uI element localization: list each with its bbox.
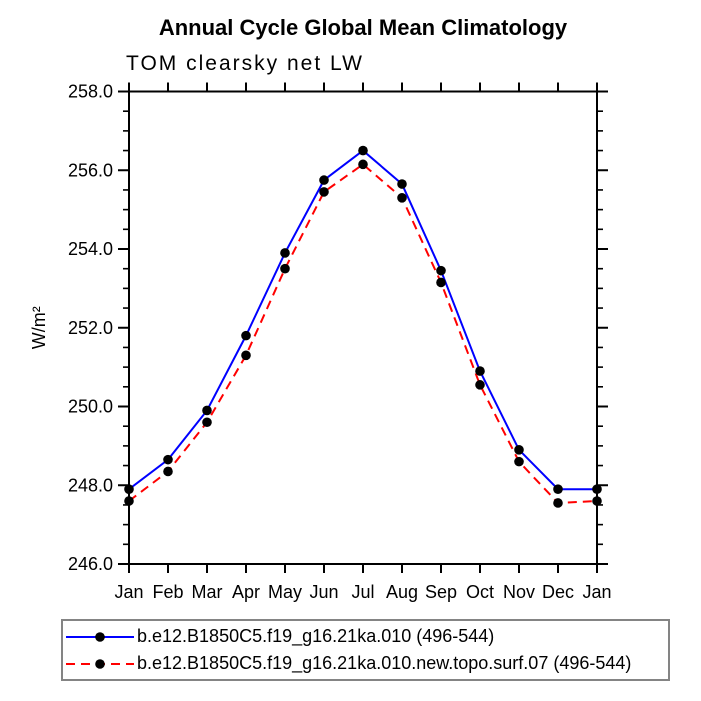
data-point-marker [592, 484, 602, 494]
data-point-marker [319, 175, 329, 185]
y-tick-label: 254.0 [68, 239, 113, 259]
data-point-marker [553, 484, 563, 494]
x-tick-label: Sep [425, 582, 457, 602]
data-point-marker [319, 187, 329, 197]
legend-marker-icon [95, 631, 105, 642]
x-tick-label: May [268, 582, 302, 602]
legend-solid-line-sample [66, 631, 134, 642]
x-tick-label: Aug [386, 582, 418, 602]
series-line-1 [128, 163, 598, 504]
legend-item-1: b.e12.B1850C5.f19_g16.21ka.010.new.topo.… [63, 650, 668, 677]
y-tick-label: 246.0 [68, 554, 113, 574]
x-tick-label: Jan [114, 582, 143, 602]
legend-label: b.e12.B1850C5.f19_g16.21ka.010.new.topo.… [137, 653, 632, 673]
legend-marker-icon [95, 658, 105, 669]
data-point-marker [241, 330, 251, 341]
x-tick-label: Jul [351, 582, 374, 602]
data-point-marker [358, 145, 368, 156]
data-point-marker [514, 445, 524, 455]
data-point-marker [436, 265, 446, 276]
y-tick-label: 256.0 [68, 160, 113, 180]
data-point-marker [163, 454, 173, 465]
data-point-marker [241, 350, 251, 361]
x-tick-label: Oct [466, 582, 494, 602]
y-tick-label: 258.0 [68, 82, 113, 102]
data-point-marker [553, 498, 563, 508]
data-point-marker [358, 159, 368, 170]
chart-subtitle: TOM clearsky net LW [126, 52, 364, 75]
data-point-marker [124, 496, 134, 506]
series-line-0 [128, 149, 597, 491]
x-tick-label: Apr [232, 582, 260, 602]
data-point-marker [163, 466, 173, 477]
data-point-marker [280, 248, 290, 258]
x-tick-label: Nov [503, 582, 535, 602]
data-point-marker [124, 484, 134, 494]
x-tick-label: Mar [192, 582, 223, 602]
data-point-marker [436, 277, 446, 288]
x-tick-label: Jan [582, 582, 611, 602]
data-point-marker [202, 405, 212, 416]
data-point-marker [514, 456, 524, 467]
data-point-marker [475, 366, 485, 376]
data-point-marker [202, 417, 212, 428]
data-point-marker [397, 193, 407, 203]
data-point-marker [592, 496, 602, 506]
data-point-marker [397, 179, 407, 189]
chart-title: Annual Cycle Global Mean Climatology [158, 15, 568, 40]
y-axis-title: W/m² [29, 306, 49, 349]
y-tick-label: 248.0 [68, 475, 113, 495]
legend: b.e12.B1850C5.f19_g16.21ka.010 (496-544)… [61, 619, 670, 681]
y-tick-label: 252.0 [68, 318, 113, 338]
y-tick-label: 250.0 [68, 397, 113, 417]
x-tick-label: Dec [542, 582, 574, 602]
legend-item-0: b.e12.B1850C5.f19_g16.21ka.010 (496-544) [63, 623, 668, 650]
x-tick-label: Feb [152, 582, 183, 602]
data-point-marker [280, 263, 290, 274]
legend-label: b.e12.B1850C5.f19_g16.21ka.010 (496-544) [137, 626, 495, 646]
x-tick-label: Jun [309, 582, 338, 602]
data-point-marker [475, 380, 485, 390]
legend-dashed-line-sample [66, 658, 134, 669]
